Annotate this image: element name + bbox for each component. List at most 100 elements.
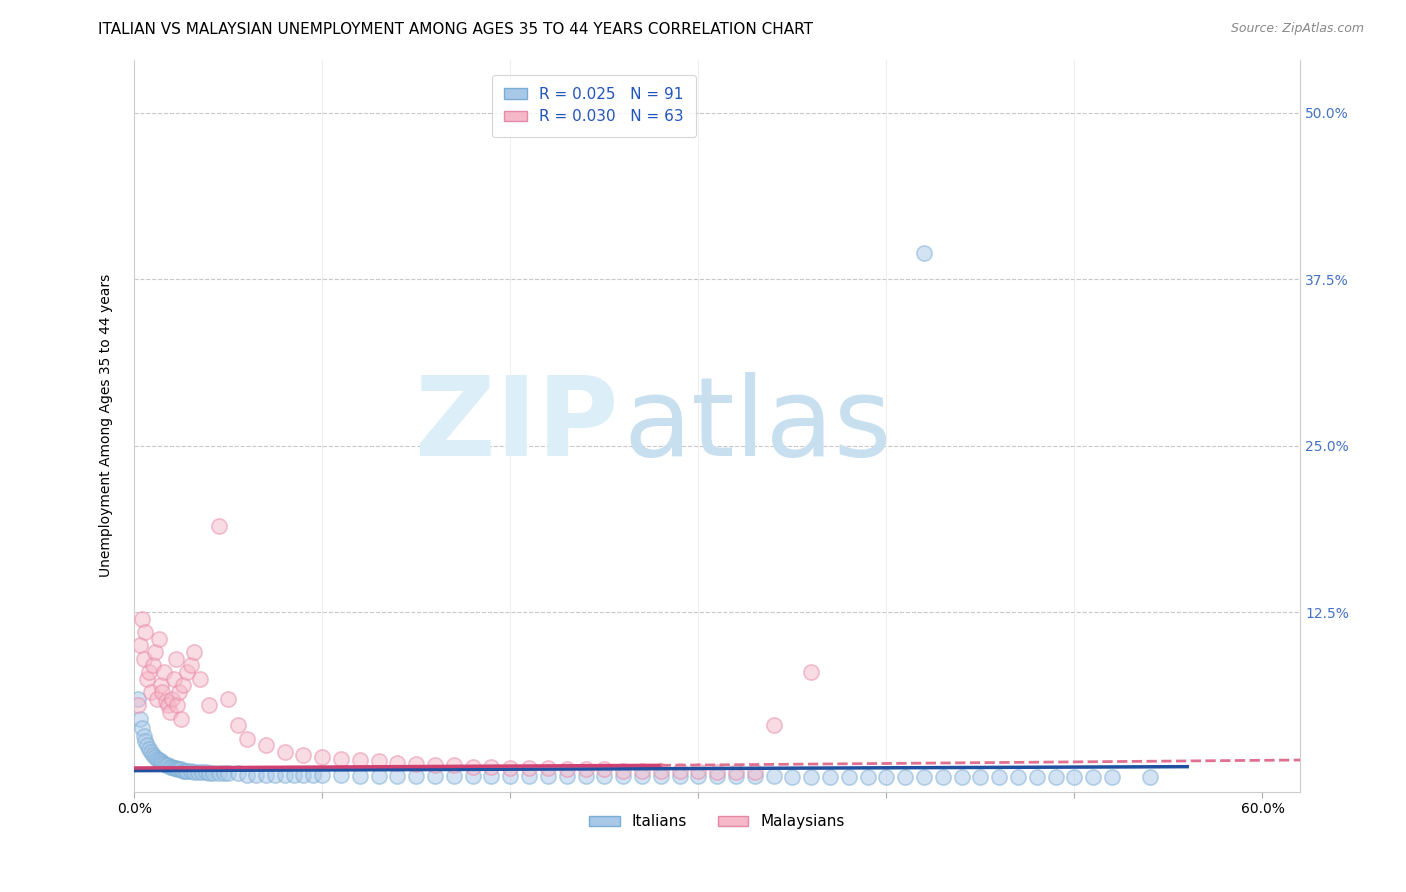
Point bbox=[236, 767, 259, 781]
Point bbox=[152, 756, 174, 770]
Point bbox=[176, 665, 198, 679]
Point bbox=[187, 764, 209, 779]
Point bbox=[273, 745, 295, 759]
Point bbox=[226, 718, 249, 732]
Point bbox=[183, 764, 205, 779]
Point bbox=[349, 769, 371, 783]
Point bbox=[1101, 770, 1123, 784]
Point bbox=[744, 764, 766, 779]
Point bbox=[1139, 770, 1161, 784]
Point bbox=[176, 764, 198, 778]
Point bbox=[387, 769, 409, 783]
Point bbox=[311, 767, 333, 781]
Point bbox=[650, 769, 672, 783]
Point bbox=[160, 759, 183, 773]
Point bbox=[818, 770, 841, 784]
Point bbox=[311, 750, 333, 764]
Point bbox=[169, 685, 191, 699]
Point bbox=[1083, 770, 1105, 784]
Point bbox=[145, 752, 167, 766]
Point bbox=[838, 770, 860, 784]
Point bbox=[152, 685, 174, 699]
Point bbox=[165, 652, 187, 666]
Point bbox=[134, 734, 156, 748]
Point bbox=[139, 745, 162, 759]
Point bbox=[574, 762, 596, 776]
Point bbox=[159, 759, 181, 773]
Point bbox=[136, 739, 159, 753]
Point bbox=[202, 766, 225, 780]
Point bbox=[517, 769, 540, 783]
Point bbox=[136, 672, 159, 686]
Point bbox=[245, 767, 267, 781]
Point bbox=[481, 769, 503, 783]
Point bbox=[969, 770, 991, 784]
Point bbox=[631, 764, 654, 778]
Point bbox=[302, 767, 325, 781]
Point bbox=[198, 698, 221, 713]
Point bbox=[706, 769, 728, 783]
Point bbox=[188, 672, 211, 686]
Point bbox=[367, 769, 389, 783]
Point bbox=[194, 764, 217, 779]
Point bbox=[217, 766, 239, 780]
Point bbox=[912, 770, 935, 784]
Point bbox=[208, 518, 231, 533]
Point bbox=[688, 769, 710, 783]
Point bbox=[875, 770, 897, 784]
Point bbox=[134, 625, 156, 640]
Point bbox=[127, 698, 149, 713]
Point bbox=[180, 764, 202, 778]
Point bbox=[165, 761, 187, 775]
Point bbox=[138, 665, 160, 679]
Point bbox=[174, 764, 197, 778]
Point bbox=[226, 766, 249, 780]
Text: atlas: atlas bbox=[624, 372, 893, 479]
Point bbox=[481, 759, 503, 773]
Point bbox=[149, 678, 172, 692]
Point bbox=[612, 764, 634, 778]
Point bbox=[537, 761, 560, 775]
Point bbox=[172, 678, 194, 692]
Point bbox=[856, 770, 879, 784]
Point bbox=[443, 769, 465, 783]
Point bbox=[159, 705, 181, 719]
Point bbox=[349, 753, 371, 767]
Point bbox=[932, 770, 955, 784]
Point bbox=[537, 769, 560, 783]
Point bbox=[423, 758, 446, 772]
Point bbox=[593, 769, 616, 783]
Point bbox=[330, 767, 353, 781]
Point bbox=[273, 767, 295, 781]
Point bbox=[1025, 770, 1047, 784]
Point bbox=[127, 691, 149, 706]
Point bbox=[198, 766, 221, 780]
Point bbox=[166, 762, 188, 776]
Point bbox=[143, 645, 166, 659]
Point bbox=[153, 756, 176, 771]
Point bbox=[744, 769, 766, 783]
Point bbox=[631, 769, 654, 783]
Point bbox=[131, 721, 153, 735]
Point bbox=[762, 769, 785, 783]
Point bbox=[593, 762, 616, 776]
Point bbox=[724, 764, 747, 779]
Point bbox=[148, 753, 170, 767]
Point bbox=[574, 769, 596, 783]
Point bbox=[706, 764, 728, 779]
Point bbox=[405, 769, 427, 783]
Point bbox=[950, 770, 973, 784]
Point bbox=[132, 652, 155, 666]
Point bbox=[367, 755, 389, 769]
Point bbox=[1045, 770, 1067, 784]
Point bbox=[800, 770, 823, 784]
Point bbox=[170, 762, 193, 776]
Point bbox=[143, 750, 166, 764]
Point bbox=[894, 770, 917, 784]
Point bbox=[128, 639, 150, 653]
Point bbox=[153, 665, 176, 679]
Point bbox=[668, 764, 690, 778]
Point bbox=[139, 685, 162, 699]
Legend: Italians, Malaysians: Italians, Malaysians bbox=[583, 808, 851, 836]
Point bbox=[461, 769, 484, 783]
